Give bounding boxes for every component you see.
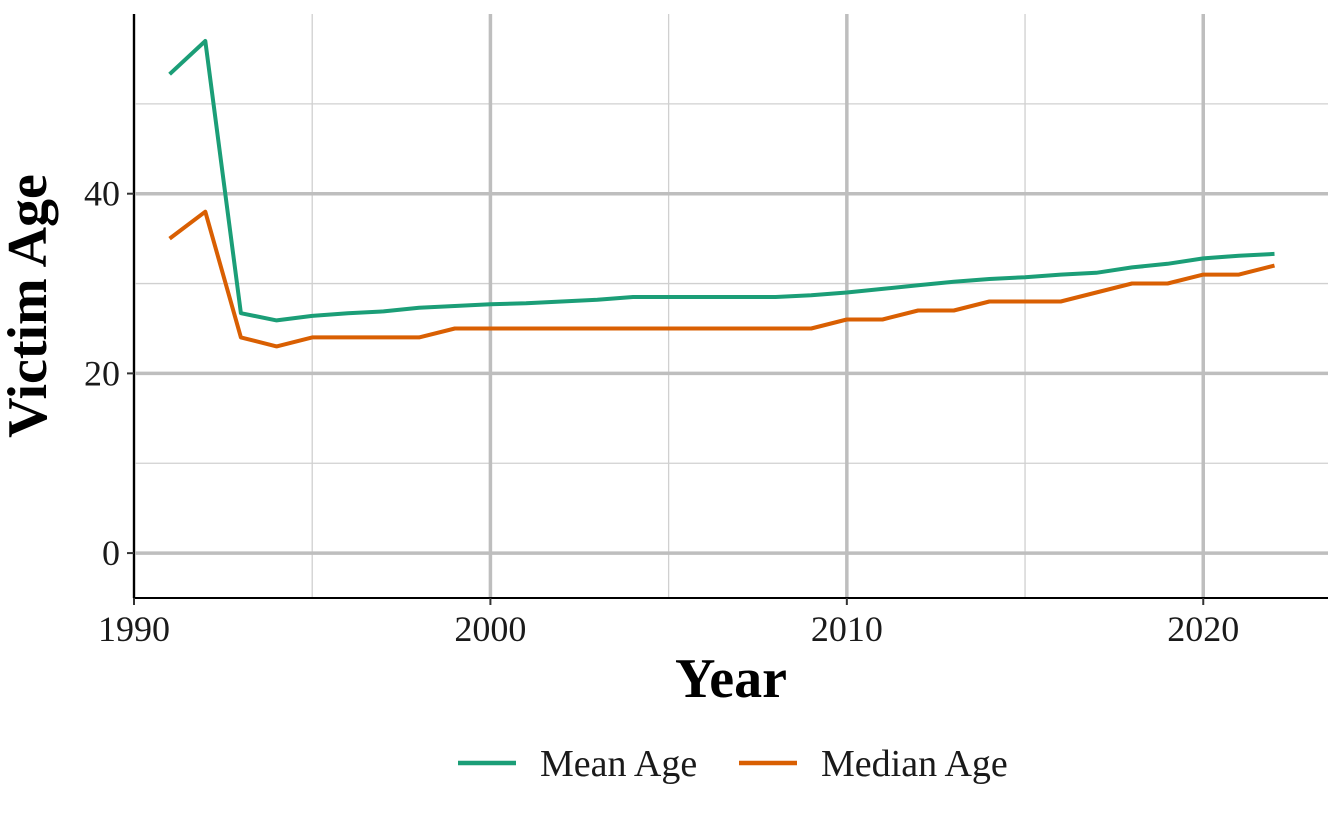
x-tick-label: 1990 [98,609,170,649]
y-tick-label: 40 [84,174,120,214]
x-tick-label: 2020 [1167,609,1239,649]
series-lines [168,39,1275,349]
series-line-median-age [168,209,1275,349]
major-gridlines [132,14,1328,598]
y-axis-title: Victim Age [0,174,59,438]
y-tick-label: 0 [102,533,120,573]
legend-label-median-age: Median Age [821,743,1008,785]
legend: Mean Age Median Age [458,743,1008,785]
tick-labels: 1990 2000 2010 2020 0 20 40 [84,174,1239,649]
y-tick-label: 20 [84,353,120,393]
x-axis-title: Year [675,648,787,710]
x-tick-label: 2010 [811,609,883,649]
series-line-mean-age [168,39,1275,323]
axes [133,14,1328,599]
legend-label-mean-age: Mean Age [540,743,697,785]
x-tick-label: 2000 [454,609,526,649]
minor-gridlines [134,14,1328,598]
